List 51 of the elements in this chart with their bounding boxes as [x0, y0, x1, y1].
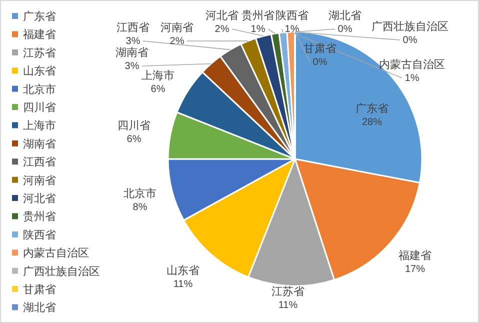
- text: 0%: [312, 57, 328, 68]
- data-label: 2%: [170, 36, 184, 47]
- legend-label: 江西省: [23, 156, 56, 169]
- slice-label: 江西省: [116, 21, 150, 34]
- legend-label: 甘肃省: [23, 283, 56, 296]
- slice-label: 湖南省: [116, 46, 148, 59]
- data-label: 6%: [126, 134, 142, 145]
- legend-label: 北京市: [23, 82, 56, 96]
- legend-label: 广东省: [23, 10, 56, 23]
- slice-label: 上海市: [142, 69, 174, 82]
- category-label: 甘肃省: [304, 43, 336, 55]
- data-label: 1%: [404, 73, 420, 84]
- data-label: 6%: [150, 84, 166, 95]
- data-label: 2%: [214, 24, 230, 35]
- legend-label: 贵州省: [23, 210, 56, 224]
- data-label: 11%: [173, 279, 193, 290]
- slice-label: 河北省: [206, 9, 238, 22]
- legend-label: 上海市: [23, 119, 56, 132]
- legend-label: 山东省: [23, 64, 56, 78]
- slice-label: 福建省: [398, 249, 432, 262]
- slice-label: 江苏省: [272, 285, 304, 298]
- data-label: 3%: [124, 61, 140, 72]
- text: 0%: [338, 24, 352, 35]
- slice-label: 四川省: [118, 119, 150, 132]
- slice-label: 贵州省: [242, 9, 274, 22]
- slice-label: 广东省: [356, 102, 388, 115]
- data-label: 3%: [126, 36, 140, 47]
- data-label: 17%: [404, 264, 426, 275]
- legend-label: 河南省: [23, 174, 56, 187]
- text: 0%: [402, 35, 418, 46]
- data-label: 1%: [250, 24, 266, 35]
- legend-label: 江苏省: [23, 46, 56, 60]
- legend-label: 湖南省: [23, 137, 56, 150]
- slice-label: 内蒙古自治区: [379, 58, 445, 71]
- slice-label: 北京市: [124, 187, 156, 200]
- data-label: 1%: [284, 24, 300, 35]
- slice-label: 陕西省: [276, 9, 308, 22]
- slice-label: 河南省: [160, 21, 194, 34]
- data-label: 28%: [362, 117, 382, 128]
- legend-label: 广西壮族自治区: [23, 264, 100, 278]
- legend-label: 四川省: [23, 101, 56, 114]
- slice-label: 山东省: [166, 264, 200, 277]
- legend-label: 内蒙古自治区: [23, 246, 89, 260]
- legend-label: 湖北省: [23, 301, 56, 314]
- data-label: 8%: [132, 202, 148, 213]
- legend-label: 福建省: [23, 28, 56, 42]
- legend-label: 河北省: [23, 192, 56, 205]
- category-label: 广西壮族自治区: [372, 21, 448, 33]
- legend-label: 陕西省: [23, 228, 56, 242]
- data-label: 11%: [278, 300, 298, 311]
- category-label: 湖北省: [328, 10, 362, 22]
